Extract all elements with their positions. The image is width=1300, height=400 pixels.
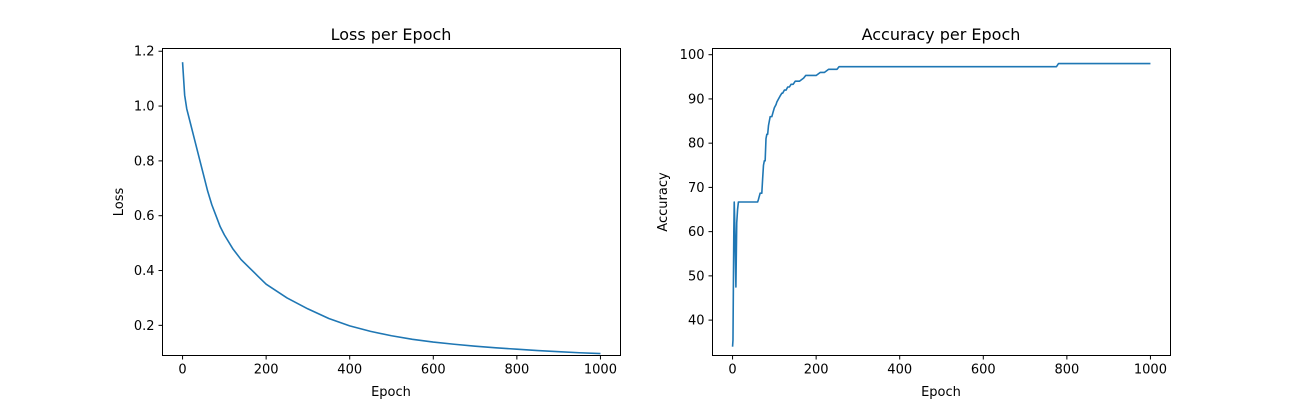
loss-x-tick-label: 1000	[584, 363, 617, 378]
accuracy-plot-area	[712, 48, 1171, 356]
accuracy-y-tick-label: 50	[688, 269, 705, 284]
loss-chart: Loss per Epoch Epoch Loss 0 200 400 600 800 1…	[112, 25, 621, 400]
loss-x-tick-label: 0	[178, 363, 186, 378]
accuracy-x-axis-label: Epoch	[921, 385, 961, 400]
accuracy-x-ticks: 0 200 400 600 800 1000	[728, 355, 1167, 378]
loss-y-tick-label: 0.2	[134, 319, 155, 334]
accuracy-x-tick-label: 600	[971, 363, 996, 378]
loss-x-axis-label: Epoch	[371, 385, 411, 400]
accuracy-x-tick-label: 0	[728, 363, 736, 378]
accuracy-chart-title: Accuracy per Epoch	[862, 25, 1021, 44]
loss-y-tick-label: 0.8	[134, 154, 155, 169]
accuracy-x-tick-label: 400	[887, 363, 912, 378]
loss-y-ticks: 0.2 0.4 0.6 0.8 1.0 1.2	[134, 45, 163, 334]
loss-x-tick-label: 800	[504, 363, 529, 378]
loss-y-tick-label: 0.4	[134, 264, 155, 279]
loss-x-ticks: 0 200 400 600 800 1000	[178, 355, 617, 378]
accuracy-y-tick-label: 60	[688, 225, 705, 240]
loss-x-tick-label: 200	[254, 363, 279, 378]
loss-y-tick-label: 1.2	[134, 45, 155, 60]
accuracy-y-axis-label: Accuracy	[656, 172, 671, 232]
accuracy-y-tick-label: 80	[688, 137, 705, 152]
loss-chart-title: Loss per Epoch	[331, 25, 452, 44]
loss-series-line	[181, 62, 601, 355]
accuracy-x-tick-label: 200	[804, 363, 829, 378]
accuracy-series-line	[731, 62, 1151, 347]
accuracy-chart: Accuracy per Epoch Epoch Accuracy 0 200 40…	[656, 25, 1171, 400]
loss-y-tick-label: 0.6	[134, 209, 155, 224]
loss-y-tick-label: 1.0	[134, 100, 155, 115]
accuracy-y-tick-label: 100	[680, 48, 705, 63]
accuracy-x-tick-label: 800	[1054, 363, 1079, 378]
loss-y-axis-label: Loss	[112, 188, 127, 217]
accuracy-y-ticks: 40 50 60 70 80 90 100	[680, 48, 713, 329]
loss-x-tick-label: 400	[337, 363, 362, 378]
loss-plot-area	[162, 48, 621, 356]
accuracy-y-tick-label: 90	[688, 92, 705, 107]
loss-x-tick-label: 600	[421, 363, 446, 378]
accuracy-x-tick-label: 1000	[1134, 363, 1167, 378]
accuracy-y-tick-label: 70	[688, 181, 705, 196]
accuracy-y-tick-label: 40	[688, 314, 705, 329]
